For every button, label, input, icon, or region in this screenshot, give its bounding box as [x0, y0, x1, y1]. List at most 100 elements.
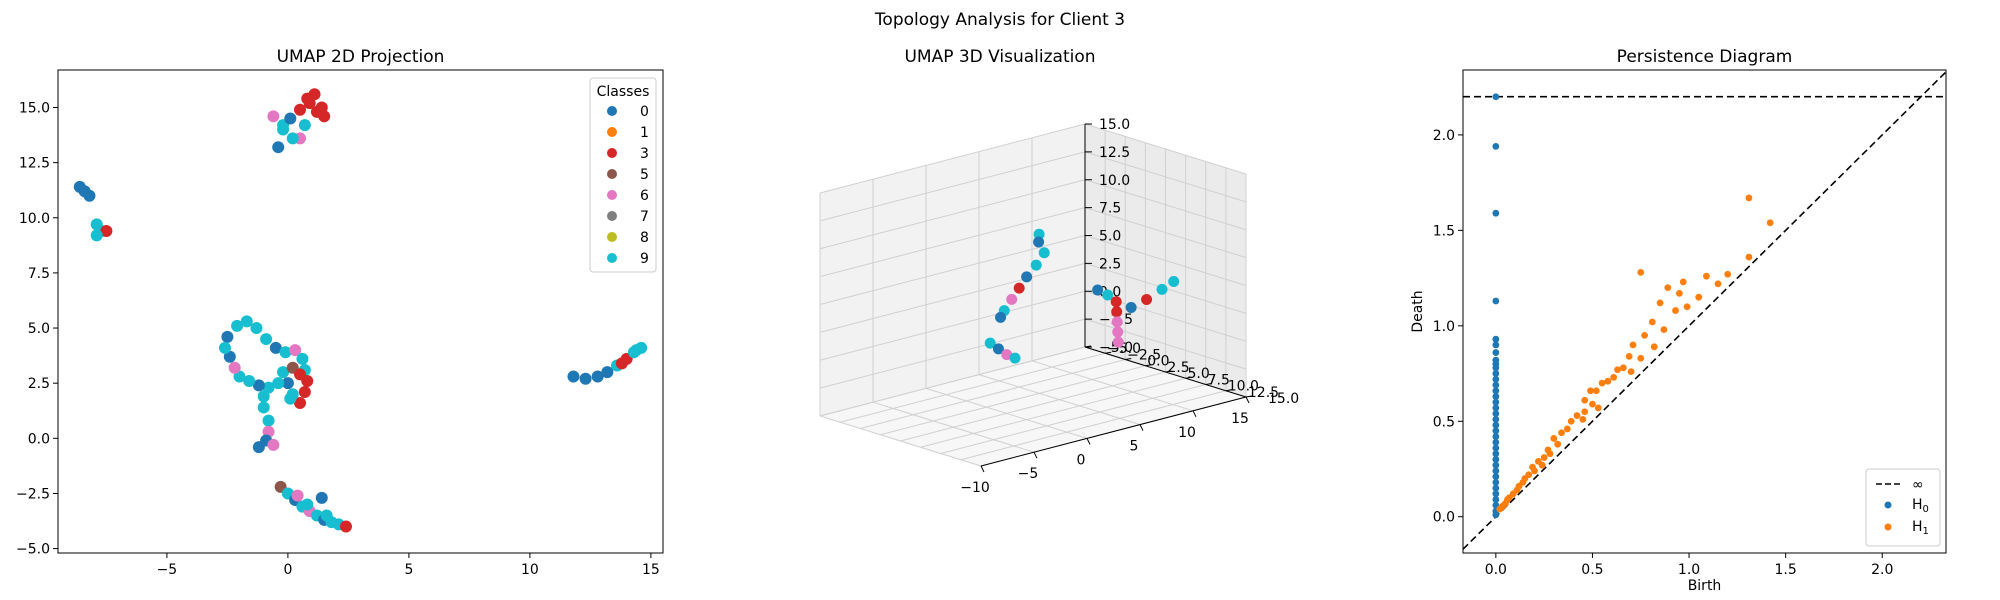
- data-point: [1745, 253, 1753, 261]
- data-point: [260, 333, 273, 346]
- y-tick-label: 15.0: [1268, 391, 1299, 407]
- grid-line: [819, 207, 1086, 278]
- data-point: [1587, 387, 1594, 395]
- grid-line: [860, 359, 1126, 429]
- data-point: [984, 337, 996, 349]
- legend-marker: [607, 190, 617, 200]
- y-tick-label: 12.5: [1248, 385, 1279, 401]
- x-axis-label: Birth: [1688, 578, 1722, 594]
- data-point: [1492, 467, 1500, 475]
- data-point: [1492, 341, 1500, 349]
- x-tick-label: 0.0: [1485, 562, 1507, 578]
- data-point: [567, 370, 580, 383]
- data-point: [272, 141, 285, 154]
- grid-line: [1084, 123, 1247, 175]
- data-point: [1111, 306, 1123, 318]
- y-tick-label: 2.5: [1167, 360, 1189, 376]
- grid-line: [1084, 207, 1247, 259]
- x-tick-label: 0: [1077, 452, 1086, 468]
- x-tick-label: 1.5: [1775, 562, 1797, 578]
- z-tick-label: 7.5: [1099, 201, 1121, 217]
- data-point: [284, 112, 297, 125]
- x-tick: [1192, 410, 1197, 418]
- data-point: [298, 386, 311, 398]
- data-point: [296, 352, 309, 365]
- data-point: [1614, 366, 1621, 374]
- x-tick-label: 2.0: [1871, 562, 1893, 578]
- grid-line: [839, 352, 1106, 423]
- legend-marker: [1884, 501, 1892, 509]
- legend-label: 9: [640, 251, 649, 267]
- data-point: [1009, 352, 1021, 364]
- data-point: [1538, 461, 1546, 469]
- grid-line: [1084, 179, 1247, 231]
- data-point: [601, 366, 614, 379]
- legend: Classes 0 1 3 5 6 7 8 9: [589, 77, 657, 273]
- data-point: [298, 119, 311, 132]
- data-point: [1492, 478, 1500, 486]
- data-point: [1492, 484, 1500, 492]
- data-point: [1625, 352, 1633, 360]
- legend-label: 3: [640, 146, 649, 162]
- data-point: [250, 322, 263, 335]
- data-point: [1594, 404, 1602, 412]
- data-point: [1156, 283, 1168, 295]
- data-point: [1168, 275, 1180, 287]
- data-point: [267, 438, 280, 451]
- y-tick-label: 2.5: [28, 376, 50, 392]
- plot-frame: [57, 69, 664, 554]
- data-point: [221, 330, 234, 343]
- data-point: [1550, 435, 1558, 442]
- data-point: [1492, 370, 1500, 377]
- grid-line: [819, 290, 1086, 361]
- data-point: [1672, 307, 1679, 314]
- data-point: [1492, 335, 1500, 343]
- legend-marker: [607, 232, 617, 242]
- legend-label: 8: [640, 230, 649, 246]
- data-point: [1579, 415, 1587, 423]
- data-point: [228, 361, 241, 374]
- diagonal-line: [1462, 71, 1947, 550]
- z-tick-label: 15.0: [1099, 117, 1130, 133]
- data-point: [1619, 364, 1627, 372]
- x-tick: [1086, 438, 1091, 445]
- legend-marker: [607, 211, 617, 221]
- data-point: [1492, 473, 1500, 481]
- data-point: [1592, 387, 1600, 395]
- y-tick-label: 5.0: [28, 321, 50, 337]
- data-point: [1112, 326, 1124, 338]
- data-point: [1013, 282, 1025, 294]
- data-point: [630, 344, 643, 357]
- data-point: [294, 103, 306, 116]
- grid-line: [1084, 151, 1247, 203]
- data-point: [1573, 412, 1581, 419]
- legend-label: 0: [640, 104, 649, 120]
- data-point: [1492, 456, 1500, 463]
- data-point: [1492, 142, 1500, 150]
- data-point: [1540, 454, 1548, 461]
- data-point: [1492, 490, 1500, 498]
- data-point: [339, 520, 352, 533]
- data-point: [1766, 219, 1774, 227]
- data-point: [1492, 427, 1500, 435]
- data-point: [1598, 379, 1606, 387]
- x-tick-label: 15: [1231, 411, 1249, 427]
- data-point: [272, 377, 285, 390]
- grid-line: [819, 151, 1086, 222]
- data-point: [1030, 259, 1042, 271]
- data-point: [1492, 511, 1500, 519]
- data-point: [284, 392, 297, 405]
- persistence-diagram-panel: Persistence Diagram 0.0 0.5 1.0 1.5 2.0 0.0 0.5…: [1410, 47, 1947, 594]
- data-point: [252, 379, 265, 392]
- data-point: [1492, 398, 1500, 406]
- grid-line: [1084, 318, 1247, 370]
- data-point: [1492, 381, 1500, 389]
- data-point: [1001, 349, 1013, 361]
- grid-line: [940, 384, 1206, 454]
- data-point: [231, 319, 244, 332]
- x-tick-label: −5: [157, 562, 178, 578]
- z-tick-label: 5.0: [1099, 229, 1121, 245]
- data-point: [1581, 396, 1589, 404]
- data-point: [1492, 364, 1500, 372]
